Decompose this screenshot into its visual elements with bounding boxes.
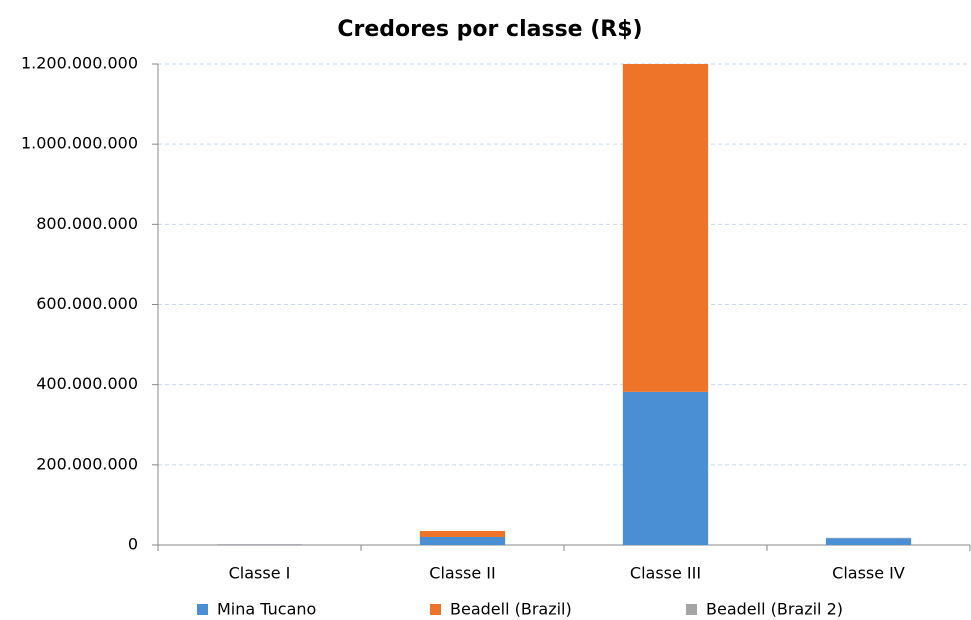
bar [622, 64, 709, 392]
legend-swatch [686, 604, 697, 615]
x-tick-label: Classe I [229, 564, 291, 583]
bar [419, 530, 506, 537]
legend-swatch [430, 604, 441, 615]
y-tick-label: 800.000.000 [36, 214, 138, 233]
bar [825, 538, 912, 545]
x-tick-label: Classe II [429, 564, 495, 583]
legend-label: Mina Tucano [217, 600, 316, 619]
chart-title: Credores por classe (R$) [337, 17, 642, 42]
y-tick-label: 200.000.000 [36, 454, 138, 473]
x-tick-label: Classe III [630, 564, 701, 583]
x-tick-label: Classe IV [832, 564, 905, 583]
legend-label: Beadell (Brazil 2) [706, 600, 843, 619]
y-tick-label: 1.000.000.000 [21, 134, 138, 153]
y-tick-label: 0 [128, 535, 138, 554]
y-tick-label: 1.200.000.000 [21, 54, 138, 73]
y-tick-label: 600.000.000 [36, 294, 138, 313]
legend-label: Beadell (Brazil) [450, 600, 572, 619]
bar [419, 536, 506, 545]
y-tick-label: 400.000.000 [36, 374, 138, 393]
legend-swatch [197, 604, 208, 615]
bar [622, 391, 709, 545]
